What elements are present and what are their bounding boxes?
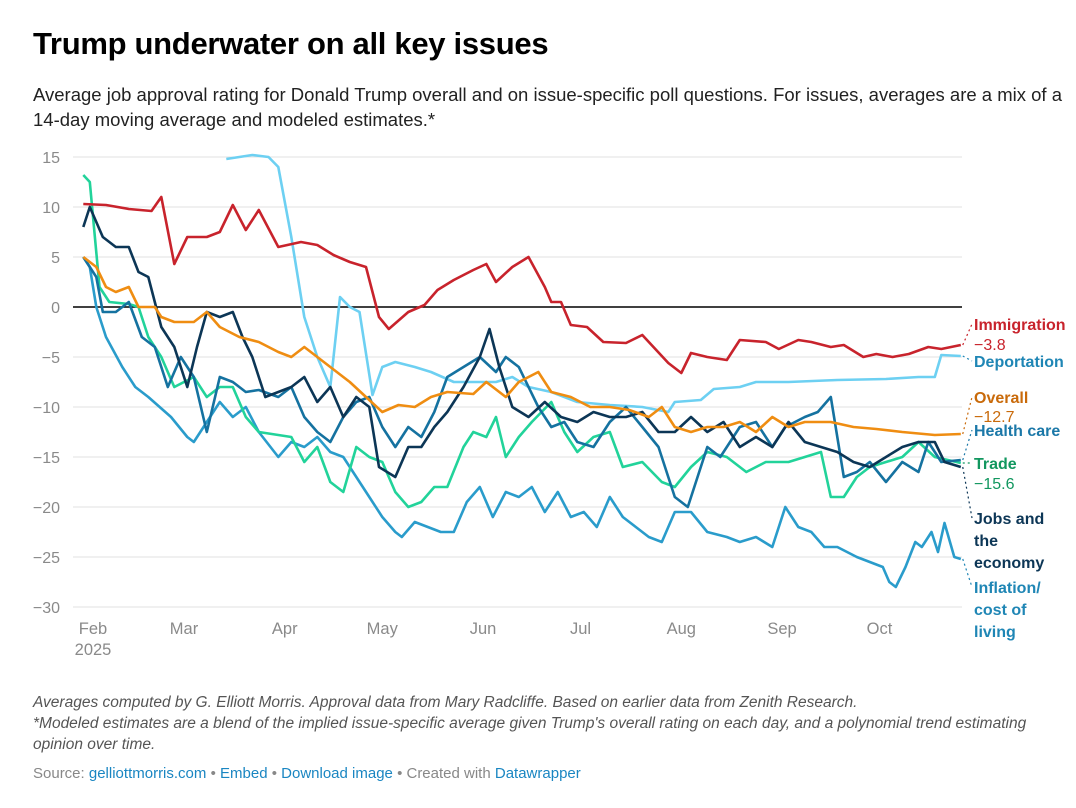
source-line: Source: gelliottmorris.com • Embed • Dow… (33, 765, 581, 782)
y-tick-label: −5 (42, 350, 60, 367)
download-image-link[interactable]: Download image (281, 765, 393, 782)
series-label-deportation: Deportation (974, 354, 1064, 371)
y-tick-label: 10 (42, 200, 60, 217)
separator: • (271, 765, 277, 782)
note-line: Averages computed by G. Elliott Morris. … (33, 694, 858, 711)
embed-link[interactable]: Embed (220, 765, 268, 782)
series-label-immigration: Immigration (974, 317, 1066, 334)
series-value-immigration: −3.8 (974, 337, 1006, 354)
x-tick-label: Jun (470, 620, 497, 638)
label-leader-line (962, 558, 973, 588)
created-with-text: • Created with (397, 765, 491, 782)
x-tick-label: Mar (170, 620, 199, 638)
label-leader-line (962, 466, 973, 519)
chart-title: Trump underwater on all key issues (33, 26, 549, 61)
series-label-inflation-cost-of-living: cost of (974, 602, 1027, 619)
x-tick-label: Aug (667, 620, 696, 638)
x-tick-label: Oct (867, 620, 893, 638)
source-prefix: Source: (33, 765, 85, 782)
x-tick-label: Feb (79, 620, 107, 638)
series-label-inflation-cost-of-living: Inflation/ (974, 580, 1041, 597)
label-leader-line (962, 396, 973, 435)
x-tick-year: 2025 (75, 641, 112, 659)
series-label-overall: Overall (974, 390, 1028, 407)
label-leader-line (962, 323, 973, 346)
series-line-jobs-and-the-economy (82, 205, 962, 479)
y-tick-label: −20 (33, 500, 60, 517)
series-value-trade: −15.6 (974, 476, 1015, 493)
x-tick-label: May (367, 620, 399, 638)
series-label-jobs-and-the-economy: Jobs and (974, 511, 1044, 528)
series-label-inflation-cost-of-living: living (974, 624, 1016, 641)
series-label-jobs-and-the-economy: the (974, 533, 998, 550)
source-link[interactable]: gelliottmorris.com (88, 765, 207, 782)
series-label-jobs-and-the-economy: economy (974, 555, 1044, 572)
y-tick-label: 5 (51, 250, 60, 267)
y-tick-label: −10 (33, 400, 60, 417)
y-tick-label: −15 (33, 450, 60, 467)
label-leader-line (962, 429, 973, 461)
chart-notes: Averages computed by G. Elliott Morris. … (33, 692, 1073, 755)
series-line-trade (82, 174, 962, 509)
separator: • (210, 765, 216, 782)
series-label-trade: Trade (974, 456, 1017, 473)
series-line-overall (82, 255, 961, 437)
series-label-health-care: Health care (974, 423, 1060, 440)
y-tick-label: 0 (51, 300, 60, 317)
series-line-immigration (83, 195, 962, 375)
x-tick-label: Apr (272, 620, 298, 638)
x-tick-label: Sep (767, 620, 796, 638)
y-tick-label: −25 (33, 550, 60, 567)
note-line: *Modeled estimates are a blend of the im… (33, 715, 1027, 753)
chart-subtitle: Average job approval rating for Donald T… (33, 84, 1062, 130)
series-line-health-care (82, 256, 961, 509)
y-tick-label: 15 (42, 150, 60, 167)
datawrapper-link[interactable]: Datawrapper (494, 765, 581, 782)
series-line-inflation-cost-of-living (82, 256, 962, 589)
series-value-overall: −12.7 (974, 409, 1015, 426)
x-tick-label: Jul (570, 620, 591, 638)
label-leader-line (962, 355, 973, 362)
y-tick-label: −30 (33, 600, 60, 617)
series-line-deportation (226, 153, 961, 414)
